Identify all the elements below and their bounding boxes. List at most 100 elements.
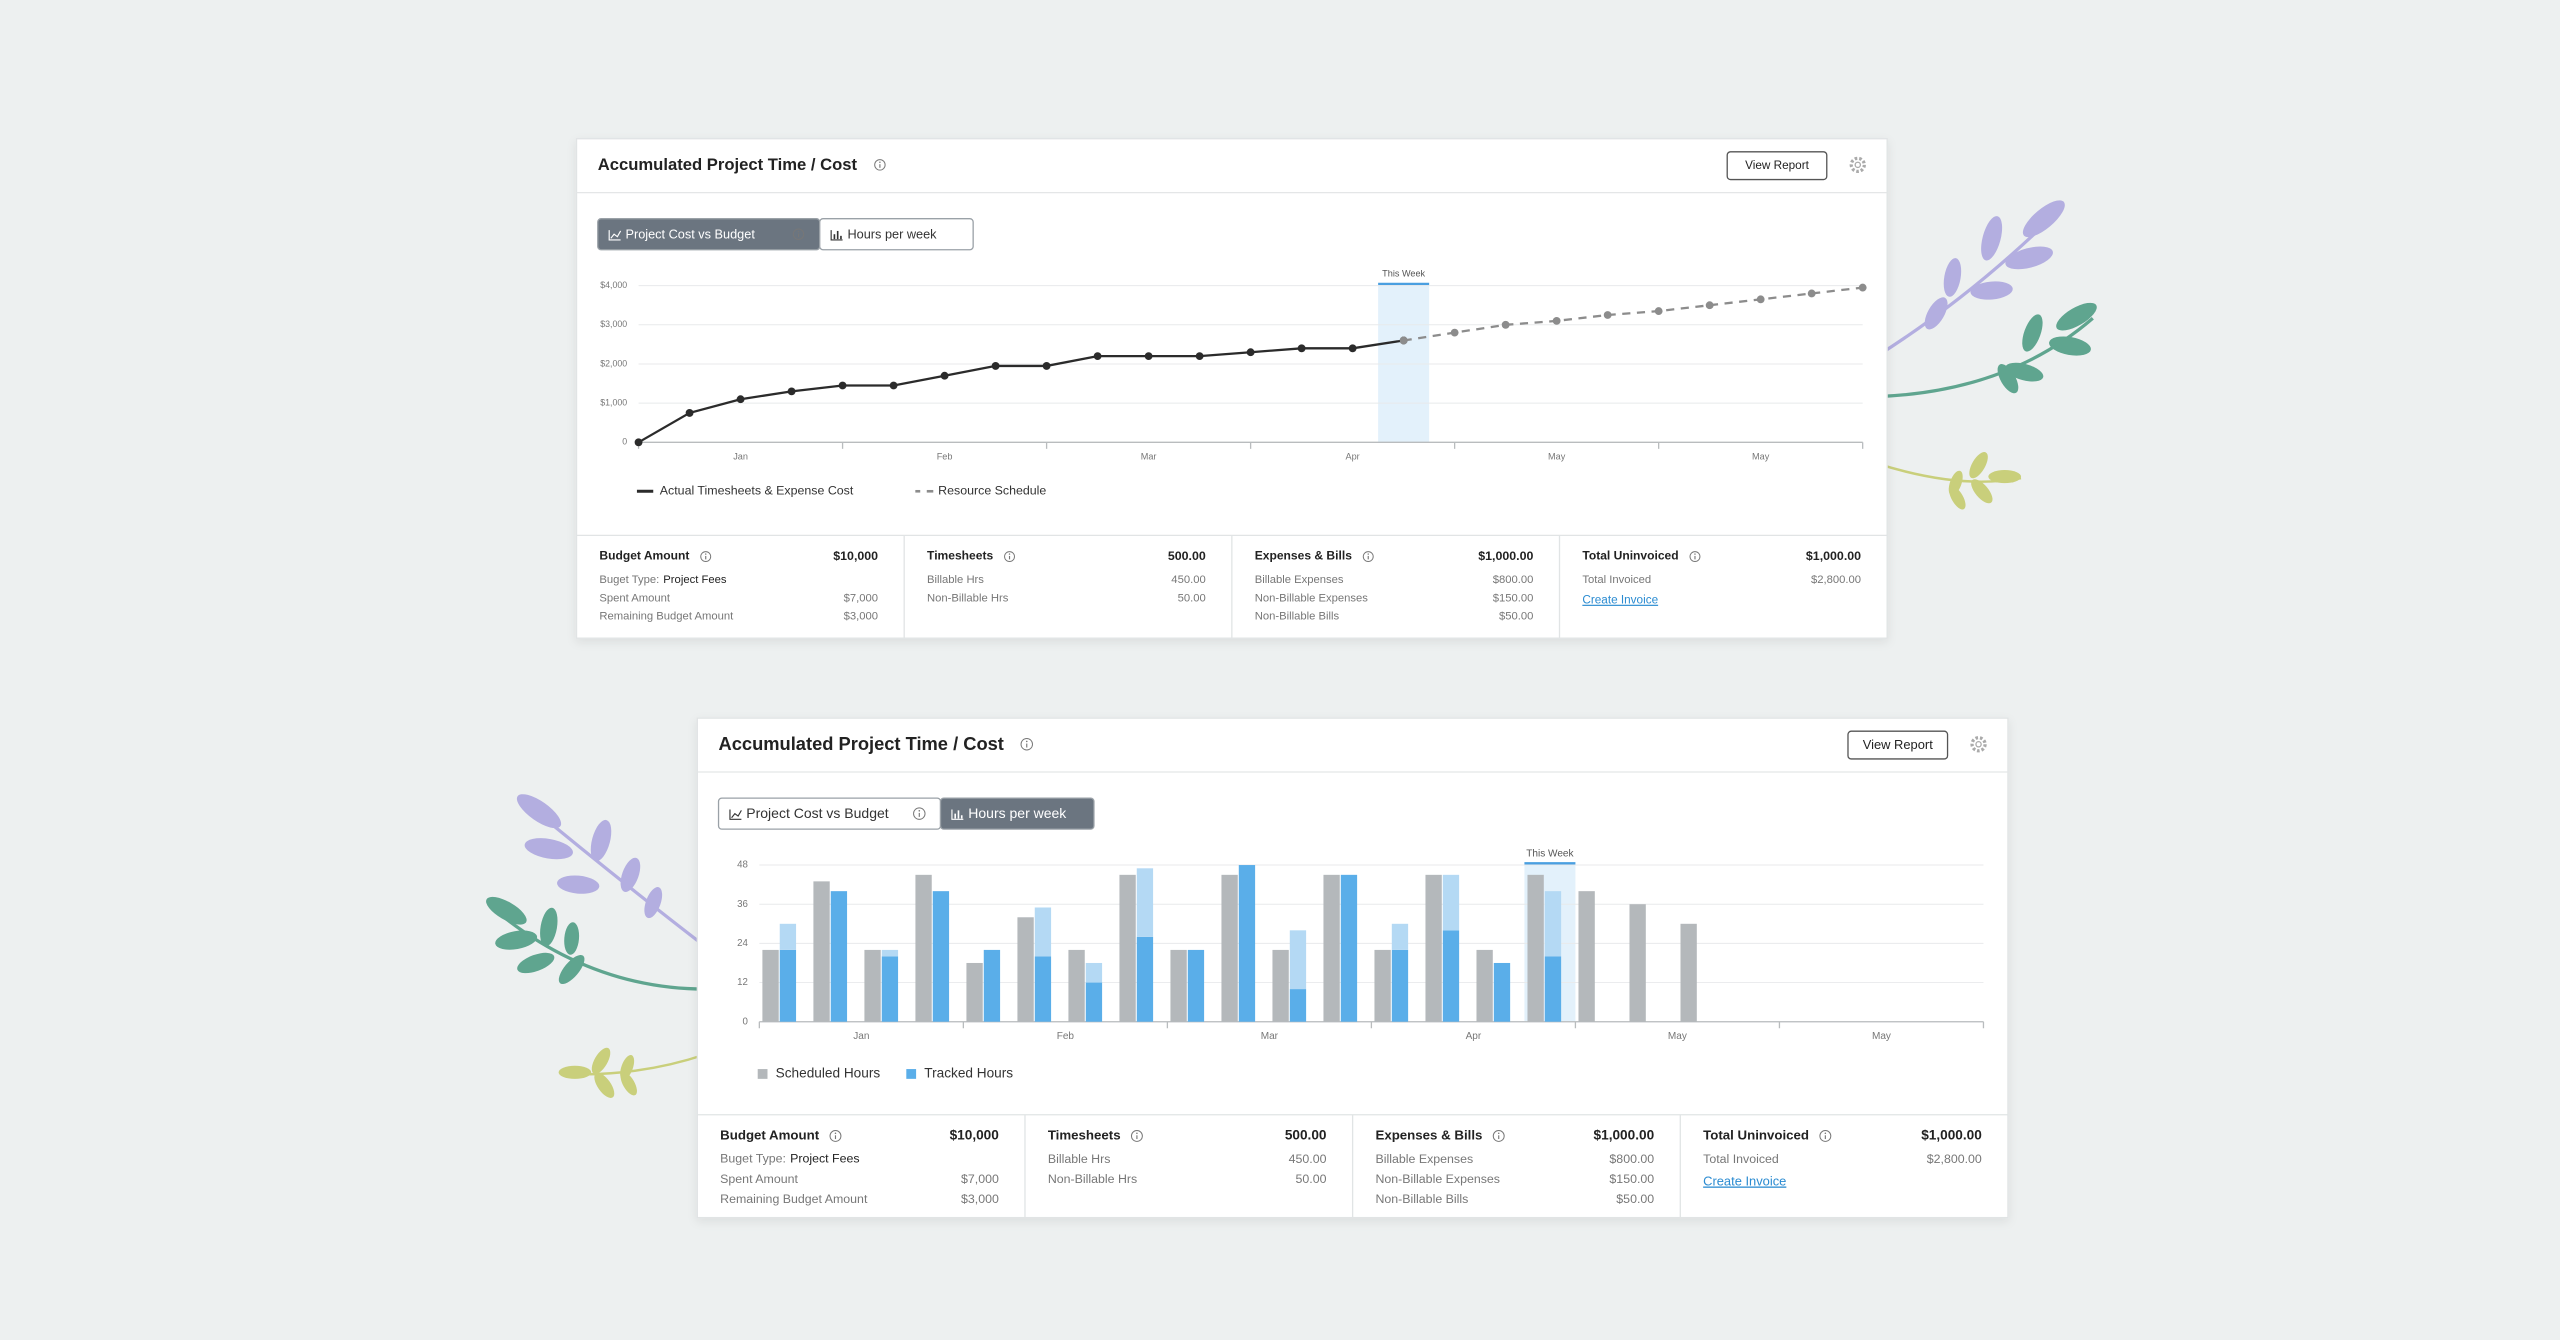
info-dot [797, 230, 800, 233]
card-title: Accumulated Project Time / Cost [598, 155, 858, 174]
info-circle [829, 1130, 842, 1142]
tab-label[interactable]: Hours per week [847, 226, 937, 241]
info-circle [1492, 1130, 1505, 1142]
tab-icon[interactable] [608, 230, 621, 241]
row-label: Billable Hrs [1048, 1152, 1111, 1166]
button-frame[interactable] [1847, 730, 1949, 760]
legend-label: Scheduled Hours [776, 1066, 881, 1081]
button-label[interactable]: View Report [1745, 159, 1810, 172]
y-tick-label: 0 [743, 1016, 749, 1027]
info-circle [1004, 551, 1015, 563]
gear-hub[interactable] [1854, 161, 1862, 169]
bar [1544, 891, 1562, 957]
info-icon [1362, 551, 1374, 563]
summary-total: 500.00 [1168, 549, 1206, 563]
summary-title: Timesheets [927, 549, 993, 563]
row-label: Non-Billable Bills [1255, 611, 1340, 623]
info-circle [874, 159, 886, 171]
tab-label[interactable]: Project Cost vs Budget [746, 805, 889, 821]
data-point [1807, 289, 1816, 298]
leaf [564, 922, 580, 955]
info-circle [700, 551, 712, 563]
leaf [620, 857, 641, 892]
stem [1877, 317, 2094, 399]
x-group-label: May [1668, 1031, 1687, 1042]
bar [1170, 949, 1187, 1022]
bar [1289, 930, 1307, 990]
bar [1017, 917, 1034, 1022]
create-invoice-link[interactable]: Create Invoice [1582, 594, 1658, 607]
legend-label: Actual Timesheets & Expense Cost [660, 484, 854, 498]
settings-icon[interactable] [1849, 156, 1866, 174]
x-group-label: Jan [853, 1031, 869, 1042]
row-label: Spent Amount [720, 1172, 798, 1186]
row-label: Total Invoiced [1582, 574, 1651, 586]
y-tick-label: 12 [737, 977, 748, 988]
leaf [495, 930, 538, 950]
leaf [557, 875, 600, 894]
row-value: $3,000 [844, 611, 878, 623]
tab-icon[interactable] [951, 809, 964, 820]
bar [1476, 949, 1493, 1022]
info-dot [705, 553, 707, 555]
tab-icon[interactable] [830, 230, 843, 241]
tab[interactable]: Hours per week [819, 218, 974, 251]
info-dot [879, 161, 881, 163]
bar [1425, 874, 1442, 1022]
tab-label[interactable]: Hours per week [968, 805, 1067, 821]
leaf [644, 887, 663, 919]
legend-label: Resource Schedule [938, 484, 1046, 498]
gear-teeth[interactable] [1849, 156, 1866, 174]
data-point [1654, 307, 1663, 316]
info-dot [834, 1132, 837, 1135]
tab-icon[interactable] [729, 809, 742, 820]
info-dot [1694, 553, 1696, 555]
row-label: Non-Billable Expenses [1375, 1172, 1500, 1186]
row-value: 450.00 [1171, 574, 1205, 586]
info-circle [913, 807, 926, 820]
bar [983, 949, 1001, 1022]
create-invoice-link[interactable]: Create Invoice [1703, 1173, 1786, 1188]
tab-frame[interactable] [939, 797, 1095, 830]
tab-frame[interactable] [819, 218, 974, 251]
tab[interactable]: Hours per week [939, 797, 1095, 830]
tab-label[interactable]: Project Cost vs Budget [626, 226, 756, 241]
x-group-label: May [1872, 1031, 1891, 1042]
data-point [838, 381, 847, 390]
summary-title: Total Uninvoiced [1703, 1127, 1809, 1142]
tab[interactable]: Project Cost vs Budget [717, 797, 942, 830]
leaf [1969, 452, 1988, 479]
bar [1340, 874, 1358, 1022]
info-icon [874, 159, 886, 171]
leaf [486, 896, 527, 925]
bar [1391, 923, 1409, 950]
legend-swatch [906, 1069, 917, 1079]
tab-icon-line[interactable] [610, 230, 622, 239]
tab-icon-line[interactable] [731, 810, 742, 819]
button-label[interactable]: View Report [1863, 737, 1933, 752]
x-group-label: Mar [1261, 1031, 1279, 1042]
leaf [590, 819, 612, 862]
bar [1289, 989, 1307, 1022]
bar [1085, 982, 1103, 1022]
tab[interactable]: Project Cost vs Budget [597, 218, 821, 251]
gear-teeth[interactable] [1970, 736, 1987, 753]
button-frame[interactable] [1726, 151, 1828, 181]
y-tick-label: 48 [737, 860, 748, 871]
bar [881, 956, 899, 1022]
this-week-label: This Week [1526, 848, 1574, 859]
row-value: $150.00 [1609, 1172, 1654, 1186]
settings-icon[interactable] [1970, 736, 1987, 753]
view-report-button[interactable]: View Report [1726, 151, 1828, 181]
view-report-button[interactable]: View Report [1847, 730, 1949, 760]
info-dot [1824, 1132, 1827, 1135]
info-icon [792, 228, 805, 240]
gear-hub[interactable] [1975, 740, 1982, 748]
x-group-label: Feb [937, 451, 953, 461]
summary-title: Expenses & Bills [1375, 1127, 1482, 1142]
summary-row: Buget Type: Project Fees [599, 574, 726, 586]
leaf [591, 1047, 611, 1075]
card: Accumulated Project Time / Cost View Repo… [575, 138, 1888, 639]
leaf [1943, 258, 1962, 297]
info-circle [1819, 1130, 1832, 1142]
